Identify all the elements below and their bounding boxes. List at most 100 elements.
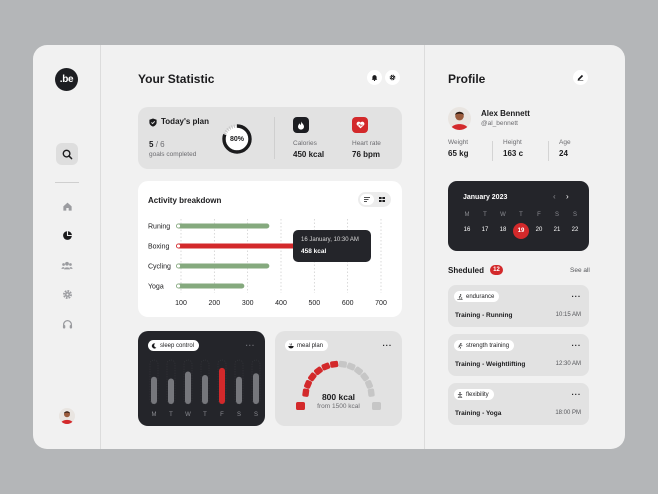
sidebar-item-support[interactable] — [56, 313, 78, 335]
schedule-more-button[interactable]: ··· — [571, 292, 581, 301]
schedule-tag: flexibility — [454, 389, 494, 400]
calendar-widget: January 2023 ‹ › M T W T F S S 16 17 18 … — [448, 181, 589, 251]
activity-bar — [176, 223, 270, 229]
gauge-segment — [360, 372, 369, 382]
bar-start-dot — [176, 264, 181, 268]
goals-done: 5 — [149, 140, 154, 149]
activity-bar — [176, 263, 270, 269]
user-avatar-small[interactable] — [59, 408, 75, 424]
sleep-more-button[interactable]: ··· — [245, 341, 255, 350]
yoga-icon — [457, 391, 463, 398]
calendar-prev-button[interactable]: ‹ — [553, 192, 556, 201]
schedule-item-title: Training - Yoga — [455, 410, 502, 417]
sidebar-item-users[interactable] — [56, 254, 78, 276]
activity-bar — [176, 243, 301, 249]
stat-age: Age 24 — [559, 139, 571, 158]
schedule-item[interactable]: endurance ··· Training - Running 10:15 A… — [448, 285, 589, 327]
calendar-day[interactable]: 18 — [499, 227, 507, 233]
category-label: Boxing — [148, 244, 170, 251]
gauge-segment — [321, 362, 331, 371]
gauge-segment — [338, 360, 347, 368]
calendar-day[interactable]: 17 — [481, 227, 489, 233]
calendar-weekday: S — [572, 212, 577, 218]
calories-value: 450 kcal — [293, 150, 325, 159]
activity-title: Activity breakdown — [148, 196, 222, 205]
treadmill-icon — [457, 293, 463, 300]
schedule-tag-label: strength training — [466, 342, 510, 349]
gauge-segment — [372, 402, 381, 410]
schedule-title: Sheduled — [448, 266, 485, 275]
sleep-day-label: M — [152, 412, 157, 418]
calendar-day-selected[interactable]: 19 — [512, 222, 530, 239]
schedule-more-button[interactable]: ··· — [571, 390, 581, 399]
gauge-segment — [314, 366, 323, 376]
schedule-item[interactable]: strength training ··· Training - Weightl… — [448, 334, 589, 376]
goals-subtitle: goals completed — [149, 151, 197, 158]
calendar-next-button[interactable]: › — [566, 192, 569, 201]
sleep-day-label: S — [237, 412, 241, 418]
gauge-segment — [354, 366, 363, 376]
calendar-day[interactable]: 22 — [571, 227, 579, 233]
logo: .be — [55, 68, 78, 91]
search-button[interactable] — [56, 143, 78, 165]
dashboard-window: .be Your Statistic — [33, 45, 625, 449]
schedule-item[interactable]: flexibility ··· Training - Yoga 18:00 PM — [448, 383, 589, 425]
see-all-link[interactable]: See all — [570, 267, 590, 274]
notifications-button[interactable] — [367, 70, 382, 85]
profile-handle: @al_bennett — [481, 120, 518, 127]
stat-value: 163 c — [503, 149, 524, 158]
bar-start-dot — [176, 244, 181, 248]
sleep-bar — [202, 374, 208, 404]
schedule-tag: strength training — [454, 340, 515, 351]
settings-button[interactable] — [385, 70, 400, 85]
sidebar-divider — [55, 182, 79, 183]
schedule-item-time: 18:00 PM — [555, 410, 581, 416]
calendar-day[interactable]: 16 — [463, 227, 471, 233]
stat-height: Height 163 c — [503, 139, 523, 158]
list-view-button[interactable] — [360, 194, 374, 205]
selected-day-label: 19 — [513, 222, 529, 239]
plan-divider — [274, 117, 275, 159]
grid-view-button[interactable] — [375, 194, 389, 205]
flame-icon — [298, 120, 304, 130]
stat-value: 65 kg — [448, 149, 469, 158]
sleep-bar — [219, 367, 225, 404]
sleep-bar — [168, 378, 174, 404]
sleep-bar — [236, 376, 242, 404]
calendar-grid: M T W T F S S 16 17 18 19 20 21 22 — [458, 211, 584, 239]
calendar-weekday: T — [483, 212, 487, 218]
calendar-day[interactable]: 21 — [553, 227, 561, 233]
sleep-control-tag: sleep control — [148, 340, 200, 351]
gauge-segment — [302, 388, 310, 397]
sidebar: .be — [33, 45, 101, 449]
activity-chart: 100 200 300 400 500 600 700 Runing Boxing Cycling… — [148, 219, 387, 307]
sidebar-item-statistic[interactable] — [56, 224, 78, 246]
sleep-day-label: T — [169, 412, 173, 418]
stat-value: 24 — [559, 149, 568, 158]
home-icon — [62, 202, 72, 211]
meal-plan-tag: meal plan — [285, 340, 329, 351]
edit-profile-button[interactable] — [573, 70, 588, 85]
gauge-segment — [365, 380, 373, 389]
x-tick-label: 700 — [375, 300, 387, 307]
heart-rate-label: Heart rate — [352, 140, 381, 147]
heart-icon — [356, 121, 364, 129]
x-tick-label: 500 — [308, 300, 320, 307]
sidebar-item-settings[interactable] — [56, 283, 78, 305]
gauge-segment — [308, 372, 317, 382]
schedule-more-button[interactable]: ··· — [571, 341, 581, 350]
pencil-icon — [577, 74, 584, 81]
meal-more-button[interactable]: ··· — [382, 341, 392, 350]
calendar-day[interactable]: 20 — [535, 227, 543, 233]
calories-badge — [293, 117, 309, 133]
shield-icon — [149, 118, 157, 127]
category-label: Cycling — [148, 264, 171, 271]
meal-gauge — [296, 360, 381, 410]
sleep-control-label: sleep control — [160, 342, 195, 349]
sidebar-item-home[interactable] — [56, 195, 78, 217]
bar-start-dot — [176, 224, 181, 228]
calendar-weekday: T — [519, 212, 523, 218]
users-icon — [61, 261, 73, 269]
activity-tooltip: 16 January, 10:30 AM 458 kcal — [293, 230, 371, 262]
